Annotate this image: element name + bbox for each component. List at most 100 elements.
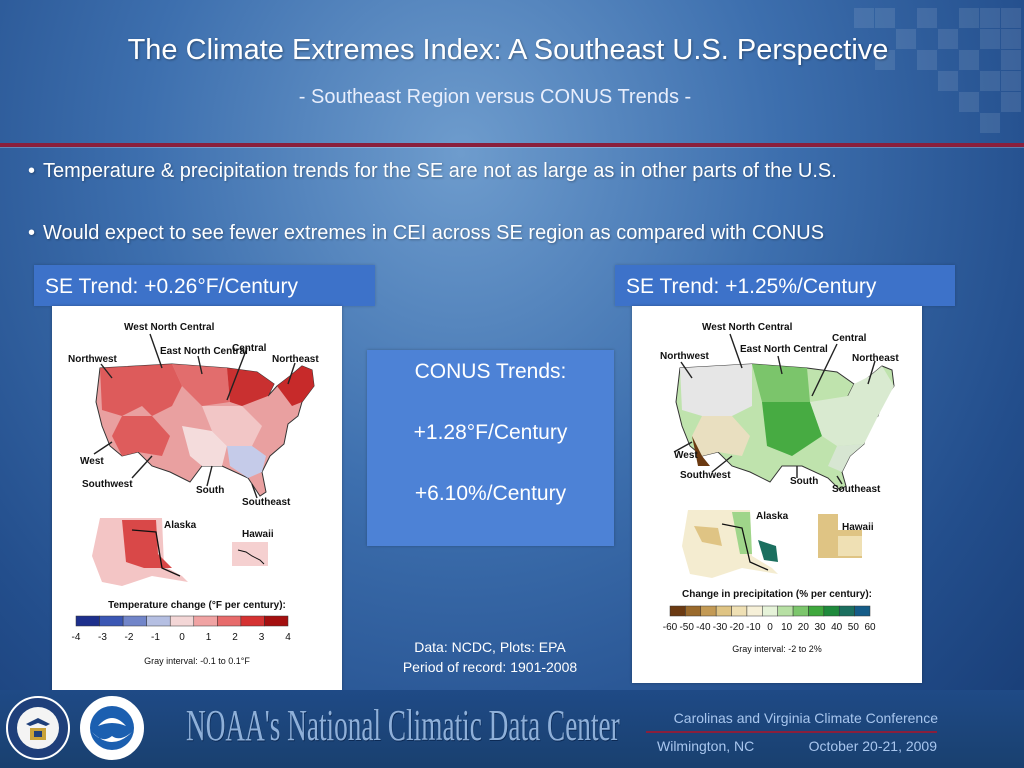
legend-tick-label: 1 xyxy=(206,632,212,643)
legend-tick-label: -3 xyxy=(98,632,107,643)
decorative-tiles xyxy=(854,0,1024,150)
legend-tick-label: -60 xyxy=(663,622,678,633)
temperature-trend-map: West North Central Northwest East North … xyxy=(52,306,342,691)
legend-tick-label: 20 xyxy=(798,622,810,633)
legend-swatch xyxy=(731,605,748,617)
decorative-tile xyxy=(875,50,895,70)
hawaii-precipitation-shape xyxy=(818,514,862,558)
decorative-tile xyxy=(938,29,958,49)
data-source-line: Data: NCDC, Plots: EPA xyxy=(414,639,566,655)
legend-swatch xyxy=(777,605,794,617)
temperature-gray-interval: Gray interval: -0.1 to 0.1°F xyxy=(144,656,250,666)
legend-tick-label: 3 xyxy=(259,632,265,643)
map-label-southwest: Southwest xyxy=(82,479,133,490)
map-label-alaska: Alaska xyxy=(164,520,197,531)
slide-subtitle: - Southeast Region versus CONUS Trends - xyxy=(298,86,692,108)
alaska-precipitation-shape xyxy=(682,510,778,578)
decorative-tile xyxy=(980,71,1000,91)
decorative-tile xyxy=(1001,29,1021,49)
legend-tick-label: 4 xyxy=(285,632,291,643)
department-of-commerce-seal-icon xyxy=(6,696,70,760)
decorative-tile xyxy=(959,50,979,70)
legend-swatch xyxy=(854,605,871,617)
map-label-central: Central xyxy=(232,343,267,354)
legend-tick-label: -2 xyxy=(125,632,134,643)
legend-tick-label: -30 xyxy=(713,622,728,633)
decorative-tile xyxy=(959,8,979,28)
decorative-tile xyxy=(1001,50,1021,70)
footer-band xyxy=(0,690,1024,768)
legend-tick-label: 2 xyxy=(232,632,238,643)
legend-swatch xyxy=(146,615,171,627)
legend-tick-label: -1 xyxy=(151,632,160,643)
map-label-west-north-central: West North Central xyxy=(702,322,793,333)
legend-tick-label: 40 xyxy=(831,622,843,633)
map-label-hawaii: Hawaii xyxy=(242,529,274,540)
legend-swatch xyxy=(808,605,825,617)
legend-swatch xyxy=(700,605,717,617)
precipitation-legend-scale: -60 -50 -40 -30 -20 -10 0 10 20 30 40 50 60 xyxy=(663,605,876,633)
map-label-central: Central xyxy=(832,333,867,344)
decorative-tile xyxy=(1001,92,1021,112)
map-label-northwest: Northwest xyxy=(68,354,118,365)
region-leader-lines xyxy=(673,333,876,485)
map-label-hawaii: Hawaii xyxy=(842,522,874,533)
legend-swatch xyxy=(122,615,147,627)
legend-tick-label: 0 xyxy=(767,622,773,633)
slide-title: The Climate Extremes Index: A Southeast … xyxy=(127,34,889,66)
conus-temperature-trend: +1.28°F/Century xyxy=(413,421,568,444)
footer-divider xyxy=(646,731,937,733)
map-label-alaska: Alaska xyxy=(756,511,789,522)
legend-tick-label: 30 xyxy=(814,622,826,633)
map-label-west: West xyxy=(80,456,104,467)
conus-trends-box: CONUS Trends: +1.28°F/Century +6.10%/Cen… xyxy=(367,350,614,546)
map-label-southeast: Southeast xyxy=(832,484,881,495)
bullet-text: Temperature & precipitation trends for t… xyxy=(43,160,837,182)
decorative-tile xyxy=(980,29,1000,49)
legend-swatch xyxy=(838,605,855,617)
legend-swatch xyxy=(715,605,732,617)
ncdc-wordmark: NOAA's National Climatic Data Center xyxy=(186,701,620,750)
noaa-logo-icon xyxy=(80,696,144,760)
map-label-southwest: Southwest xyxy=(680,470,731,481)
decorative-tile xyxy=(980,8,1000,28)
decorative-tile xyxy=(917,8,937,28)
legend-tick-label: -20 xyxy=(729,622,744,633)
map-label-southeast: Southeast xyxy=(242,497,291,508)
legend-swatch xyxy=(99,615,124,627)
period-of-record-line: Period of record: 1901-2008 xyxy=(402,659,578,675)
bullet-text: Would expect to see fewer extremes in CE… xyxy=(43,222,825,244)
map-label-west: West xyxy=(674,450,698,461)
conus-temperature-shape xyxy=(95,363,315,497)
legend-swatch xyxy=(685,605,702,617)
bullet-dot: • xyxy=(28,222,36,244)
legend-tick-label: -50 xyxy=(679,622,694,633)
map-label-south: South xyxy=(790,476,818,487)
conus-precipitation-trend: +6.10%/Century xyxy=(414,482,567,505)
decorative-tile xyxy=(1001,8,1021,28)
decorative-tile xyxy=(917,50,937,70)
precipitation-legend-title: Change in precipitation (% per century): xyxy=(682,589,872,600)
decorative-tile xyxy=(1001,71,1021,91)
map-label-east-north-central: East North Central xyxy=(740,344,828,355)
legend-swatch xyxy=(217,615,242,627)
legend-swatch xyxy=(823,605,840,617)
map-label-northeast: Northeast xyxy=(852,353,899,364)
legend-swatch xyxy=(264,615,289,627)
legend-tick-label: 10 xyxy=(781,622,793,633)
legend-swatch xyxy=(746,605,763,617)
conus-trends-heading: CONUS Trends: xyxy=(414,360,567,383)
legend-swatch xyxy=(240,615,265,627)
legend-swatch xyxy=(669,605,686,617)
alaska-temperature-shape xyxy=(92,518,188,586)
precipitation-gray-interval: Gray interval: -2 to 2% xyxy=(732,644,822,654)
decorative-tile xyxy=(875,8,895,28)
map-label-east-north-central: East North Central xyxy=(160,346,248,357)
legend-swatch xyxy=(792,605,809,617)
map-label-northeast: Northeast xyxy=(272,354,319,365)
conference-name: Carolinas and Virginia Climate Conferenc… xyxy=(673,710,938,726)
bullet-dot: • xyxy=(28,160,36,182)
temperature-legend-title: Temperature change (°F per century): xyxy=(108,600,286,611)
map-label-south: South xyxy=(196,485,224,496)
legend-tick-label: 60 xyxy=(864,622,876,633)
